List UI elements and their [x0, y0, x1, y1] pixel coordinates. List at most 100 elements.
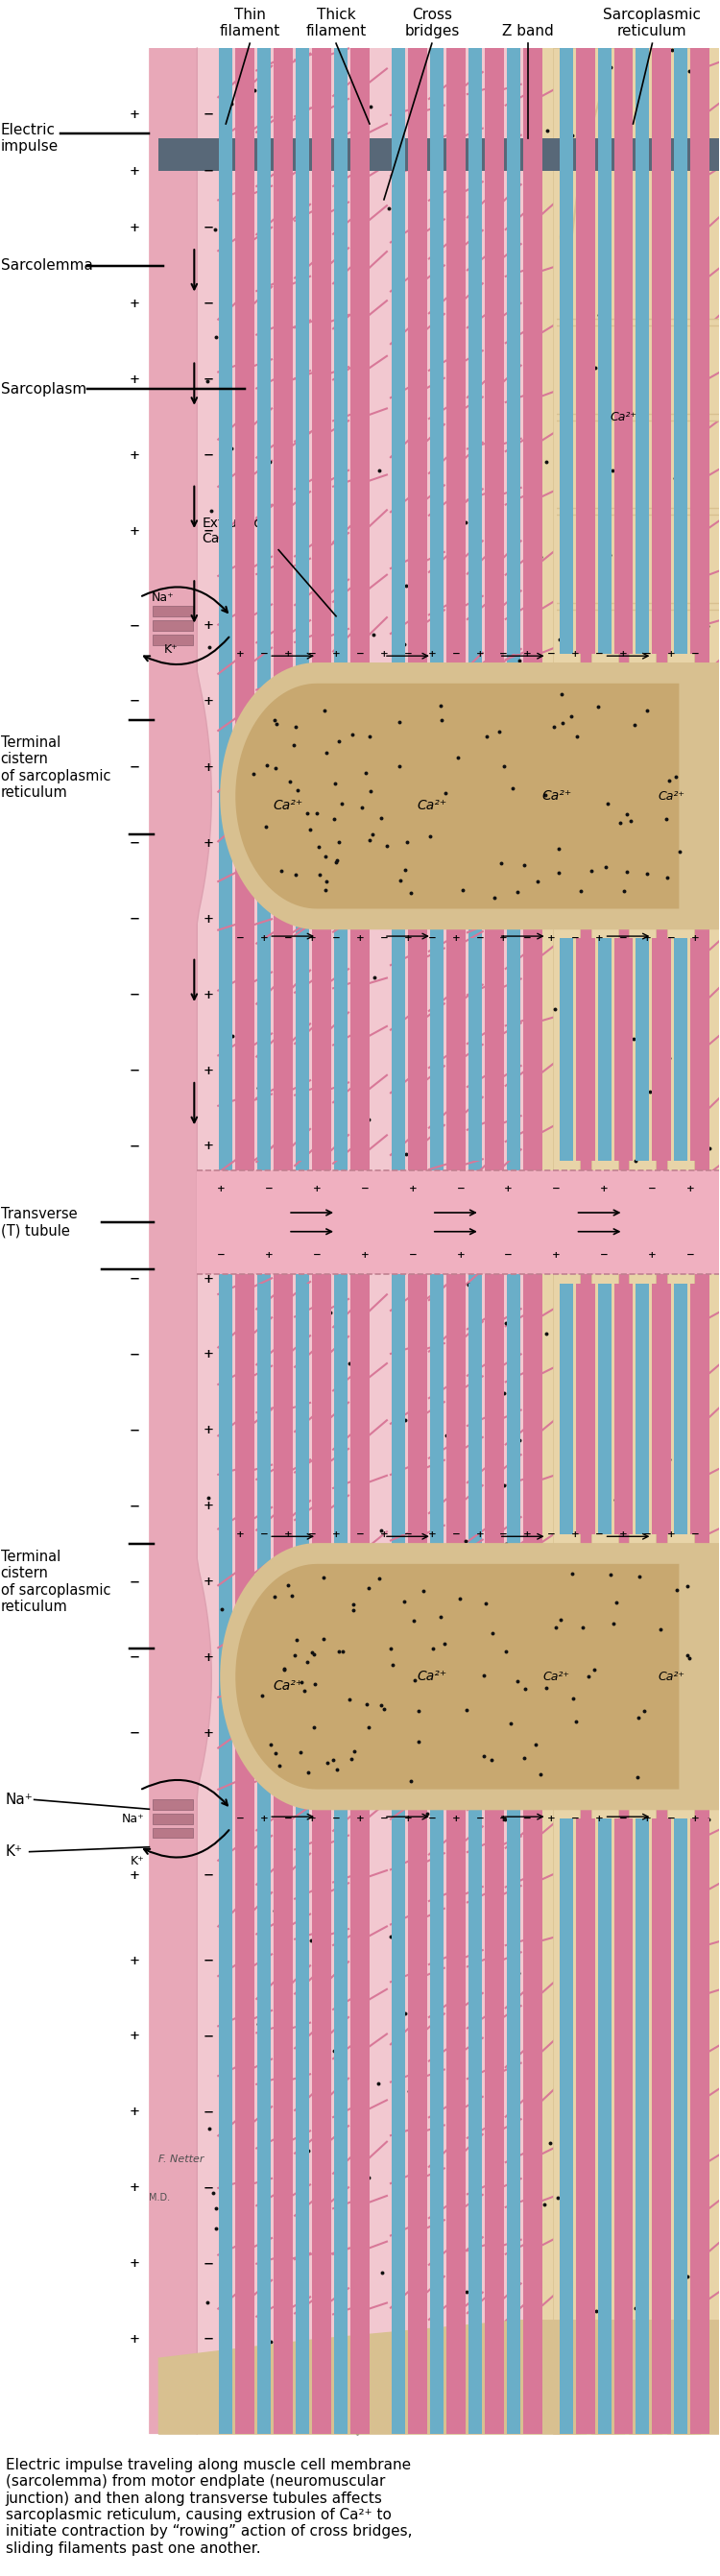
Point	[459, 2411, 470, 2452]
Text: −: −	[667, 1814, 675, 1824]
Point	[575, 871, 587, 912]
Point	[307, 1631, 318, 1672]
Text: +: +	[236, 1530, 244, 1538]
Point	[400, 850, 411, 891]
Point	[655, 1494, 667, 1535]
Point	[700, 157, 711, 198]
Point	[320, 837, 331, 878]
Polygon shape	[468, 49, 482, 2434]
Polygon shape	[296, 49, 309, 2434]
Text: −: −	[130, 1726, 140, 1739]
Polygon shape	[312, 1819, 331, 2434]
Point	[693, 1404, 704, 1445]
Point	[683, 1638, 695, 1680]
Text: +: +	[203, 989, 214, 1002]
Point	[276, 1455, 288, 1497]
Text: −: −	[451, 1530, 460, 1538]
Text: Terminal
cistern
of sarcoplasmic
reticulum: Terminal cistern of sarcoplasmic reticul…	[1, 734, 111, 801]
Text: −: −	[691, 649, 700, 659]
Text: −: −	[217, 1252, 225, 1260]
Text: +: +	[203, 1651, 214, 1664]
Point	[663, 1038, 675, 1079]
Point	[582, 1965, 594, 2007]
Point	[363, 1566, 374, 1607]
Point	[542, 111, 554, 152]
Text: −: −	[523, 1814, 532, 1824]
Text: +: +	[308, 933, 316, 943]
Text: +: +	[130, 2182, 140, 2195]
Polygon shape	[392, 49, 405, 654]
Point	[348, 1731, 360, 1772]
Text: +: +	[130, 2105, 140, 2117]
Polygon shape	[690, 49, 710, 654]
Point	[495, 842, 507, 884]
Text: Ca²⁺: Ca²⁺	[658, 791, 685, 801]
Point	[412, 319, 423, 361]
Text: +: +	[476, 1530, 484, 1538]
Point	[406, 2192, 418, 2233]
Polygon shape	[408, 49, 427, 654]
Text: −: −	[500, 649, 508, 659]
Text: +: +	[332, 649, 341, 659]
Point	[413, 1721, 425, 1762]
Point	[570, 1700, 582, 1741]
Point	[577, 1607, 589, 1649]
Polygon shape	[258, 938, 271, 1162]
Polygon shape	[575, 49, 595, 2434]
Point	[225, 82, 237, 124]
Text: −: −	[356, 649, 364, 659]
Text: Transverse
(T) tubule: Transverse (T) tubule	[1, 1206, 77, 1236]
Text: −: −	[595, 1530, 604, 1538]
Polygon shape	[274, 49, 293, 654]
Point	[553, 829, 564, 871]
Polygon shape	[614, 1819, 633, 2434]
Point	[518, 1739, 530, 1780]
Text: +: +	[523, 1530, 532, 1538]
Point	[512, 1662, 523, 1703]
Polygon shape	[153, 1798, 193, 1808]
Point	[220, 2187, 231, 2228]
Text: +: +	[686, 1185, 695, 1193]
Point	[295, 1731, 307, 1772]
Text: −: −	[456, 1185, 465, 1193]
Polygon shape	[485, 1819, 504, 2434]
Point	[270, 1473, 282, 1515]
Text: Thick
filament: Thick filament	[306, 8, 366, 39]
Text: −: −	[130, 1499, 140, 1512]
Polygon shape	[523, 1819, 542, 2434]
Polygon shape	[636, 49, 649, 654]
Point	[309, 1664, 320, 1705]
Point	[669, 459, 680, 500]
Point	[500, 1798, 511, 1839]
Text: +: +	[130, 1870, 140, 1880]
Polygon shape	[153, 1814, 193, 1824]
Text: +: +	[379, 649, 388, 659]
Polygon shape	[446, 1283, 465, 1535]
Text: −: −	[308, 649, 316, 659]
Text: +: +	[428, 649, 436, 659]
Text: Ca²⁺: Ca²⁺	[273, 1680, 303, 1692]
Point	[279, 435, 291, 477]
Text: −: −	[203, 108, 214, 121]
Point	[703, 1798, 714, 1839]
Point	[514, 1419, 526, 1461]
Polygon shape	[408, 1283, 427, 1535]
Text: +: +	[648, 1252, 657, 1260]
Text: Ca²⁺: Ca²⁺	[417, 1669, 447, 1682]
Point	[544, 2123, 556, 2164]
Polygon shape	[296, 938, 309, 1162]
Point	[540, 775, 552, 817]
Point	[610, 1479, 621, 1520]
Text: −: −	[203, 296, 214, 309]
Text: +: +	[356, 1814, 364, 1824]
Text: −: −	[308, 1530, 316, 1538]
Point	[235, 621, 246, 662]
Point	[631, 1007, 643, 1048]
Point	[662, 1303, 673, 1345]
Point	[273, 201, 284, 242]
Polygon shape	[675, 49, 688, 2434]
Text: −: −	[619, 1814, 628, 1824]
Point	[305, 809, 316, 850]
Point	[344, 1342, 356, 1383]
Point	[256, 1674, 268, 1716]
